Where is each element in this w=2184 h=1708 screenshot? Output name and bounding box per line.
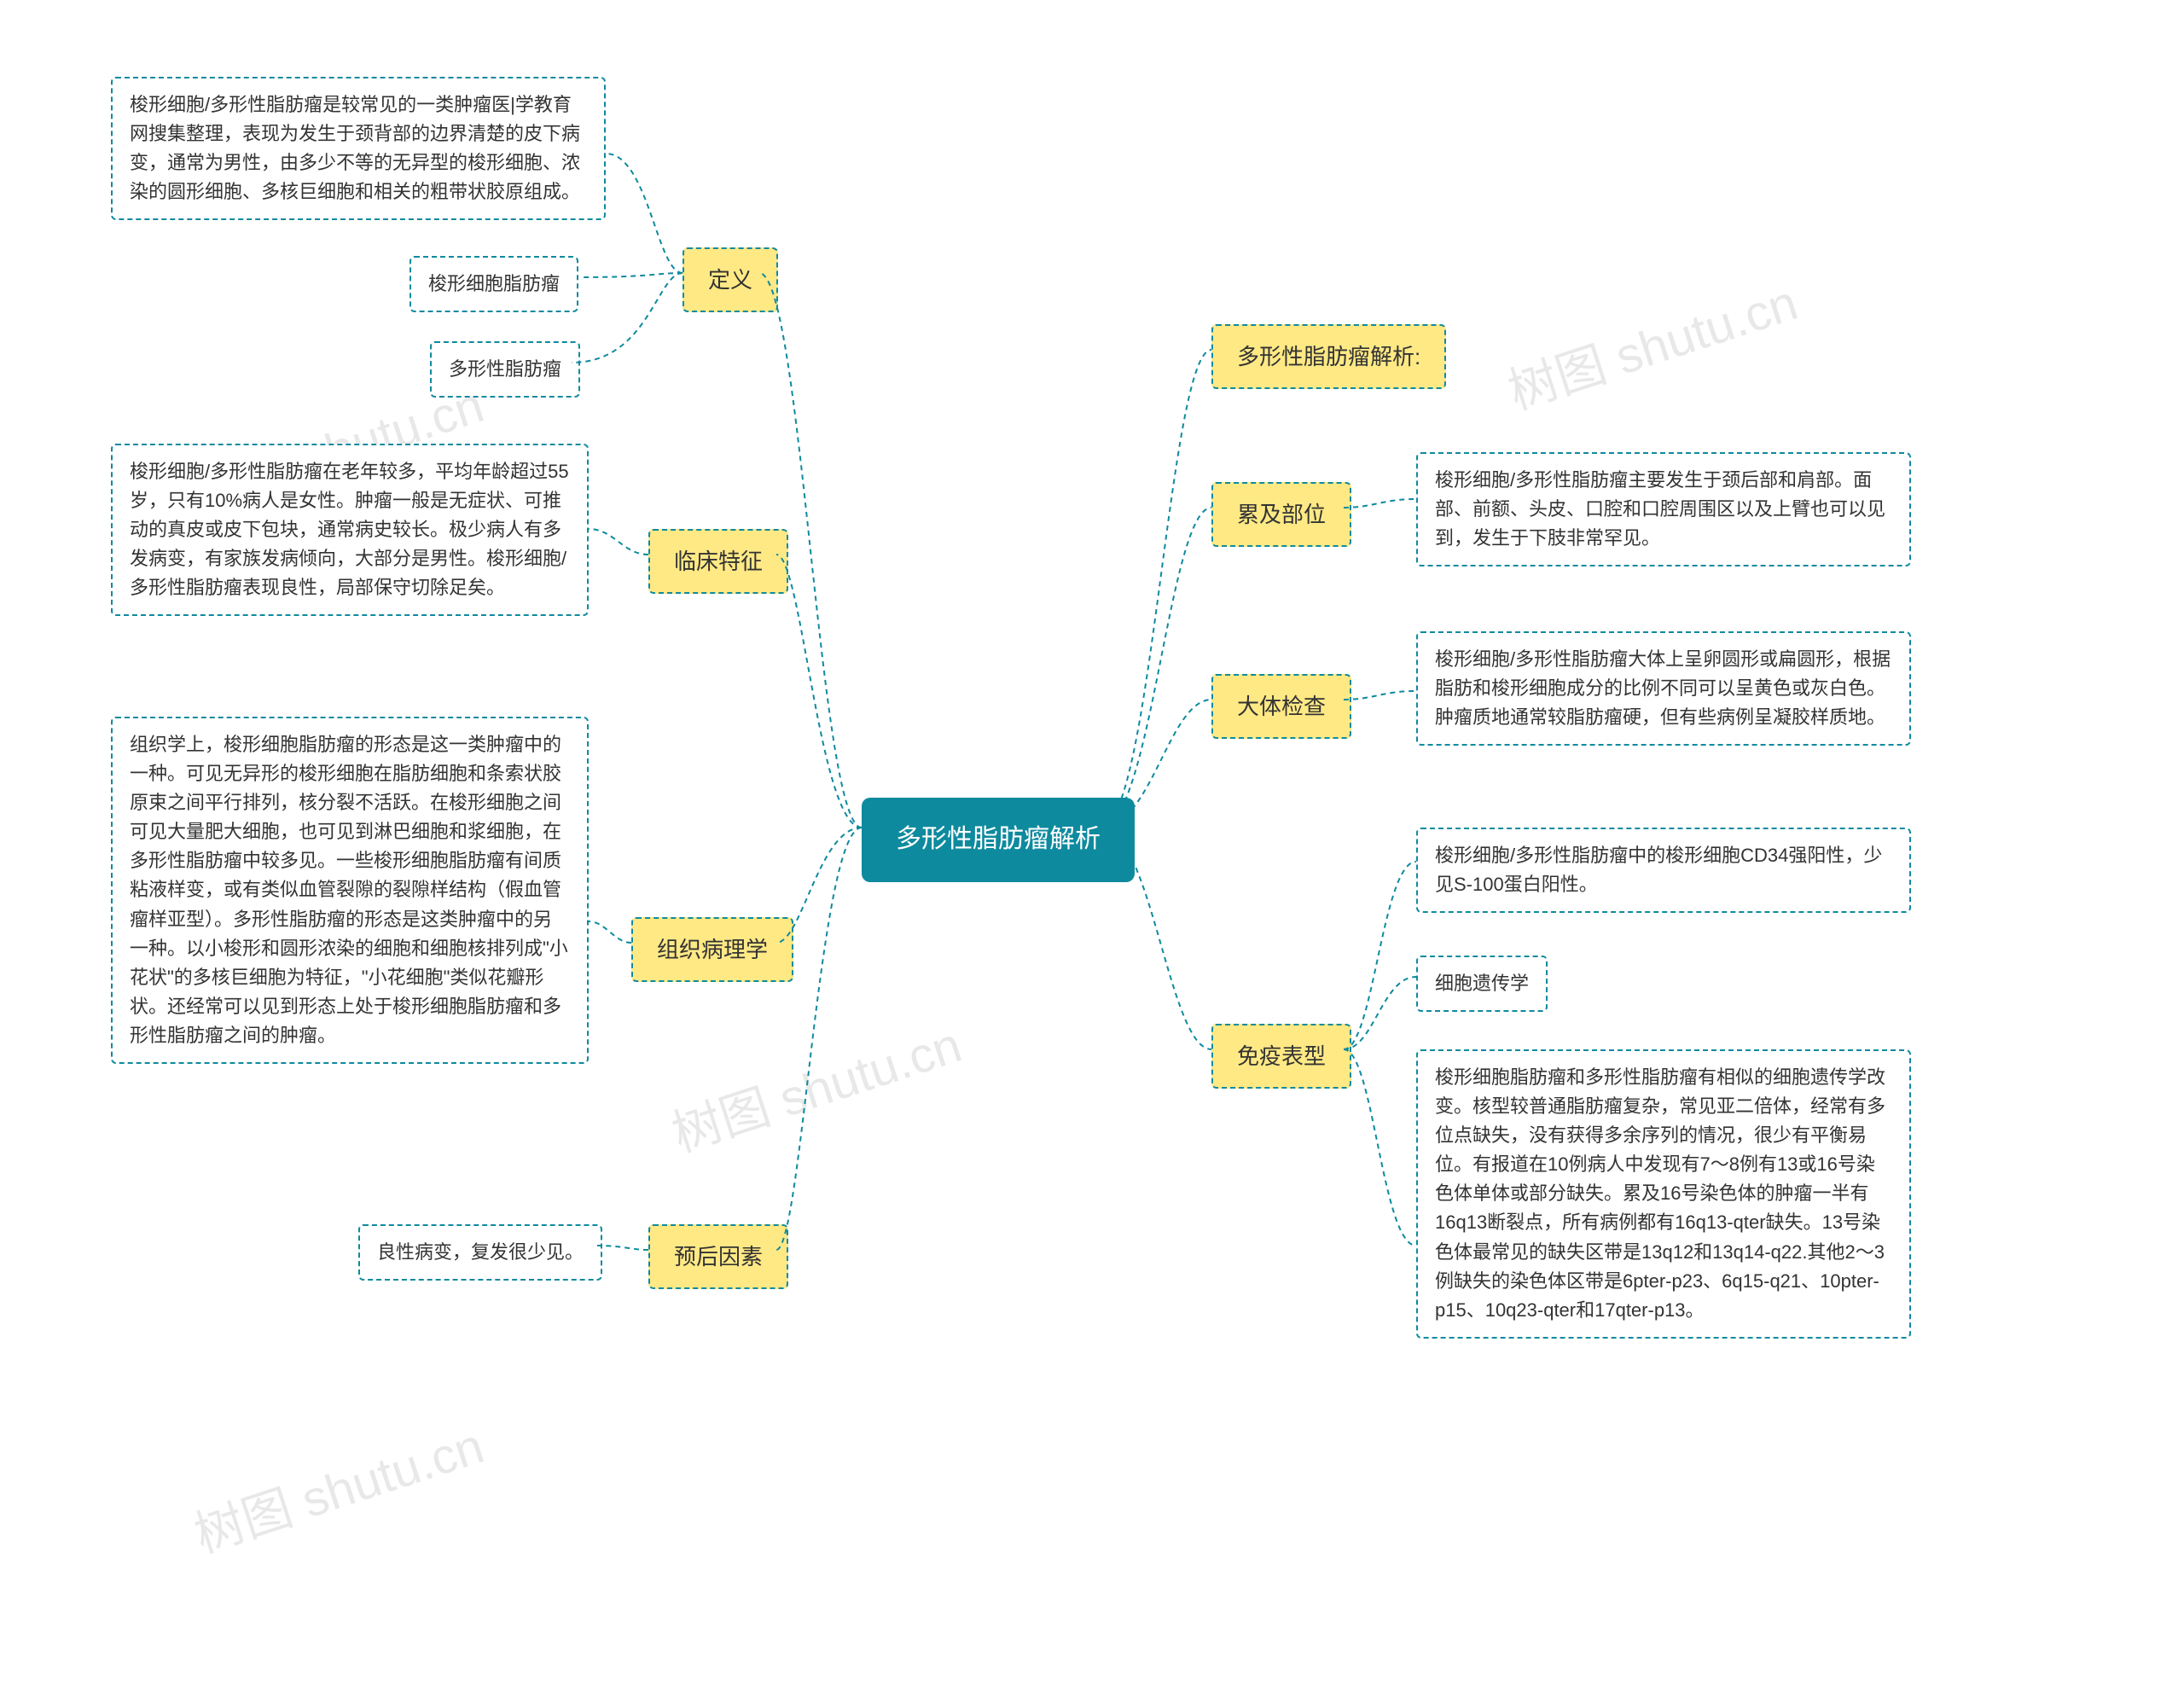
cat-definition: 定义 — [682, 247, 778, 312]
leaf-prognosis-0: 良性病变，复发很少见。 — [358, 1224, 602, 1281]
cat-prognosis: 预后因素 — [648, 1224, 788, 1289]
leaf-histopath-0: 组织学上，梭形细胞脂肪瘤的形态是这一类肿瘤中的一种。可见无异形的梭形细胞在脂肪细… — [111, 717, 589, 1064]
leaf-gross-0: 梭形细胞/多形性脂肪瘤大体上呈卵圆形或扁圆形，根据脂肪和梭形细胞成分的比例不同可… — [1416, 631, 1911, 746]
leaf-definition-2: 多形性脂肪瘤 — [430, 341, 580, 398]
leaf-definition-1: 梭形细胞脂肪瘤 — [410, 256, 578, 312]
cat-histopath: 组织病理学 — [631, 917, 793, 982]
watermark: 树图 shutu.cn — [184, 1406, 491, 1566]
watermark: 树图 shutu.cn — [1498, 263, 1805, 423]
cat-immuno: 免疫表型 — [1211, 1024, 1351, 1089]
cat-title2: 多形性脂肪瘤解析: — [1211, 324, 1446, 389]
leaf-location-0: 梭形细胞/多形性脂肪瘤主要发生于颈后部和肩部。面部、前额、头皮、口腔和口腔周围区… — [1416, 452, 1911, 566]
leaf-immuno-1: 细胞遗传学 — [1416, 956, 1548, 1012]
leaf-immuno-0: 梭形细胞/多形性脂肪瘤中的梭形细胞CD34强阳性，少见S-100蛋白阳性。 — [1416, 828, 1911, 913]
leaf-definition-0: 梭形细胞/多形性脂肪瘤是较常见的一类肿瘤医|学教育网搜集整理，表现为发生于颈背部… — [111, 77, 606, 220]
watermark: 树图 shutu.cn — [662, 1005, 969, 1165]
root-node: 多形性脂肪瘤解析 — [862, 798, 1135, 882]
leaf-immuno-2: 梭形细胞脂肪瘤和多形性脂肪瘤有相似的细胞遗传学改变。核型较普通脂肪瘤复杂，常见亚… — [1416, 1049, 1911, 1339]
cat-location: 累及部位 — [1211, 482, 1351, 547]
cat-clinical: 临床特征 — [648, 529, 788, 594]
leaf-clinical-0: 梭形细胞/多形性脂肪瘤在老年较多，平均年龄超过55岁，只有10%病人是女性。肿瘤… — [111, 444, 589, 616]
cat-gross: 大体检查 — [1211, 674, 1351, 739]
